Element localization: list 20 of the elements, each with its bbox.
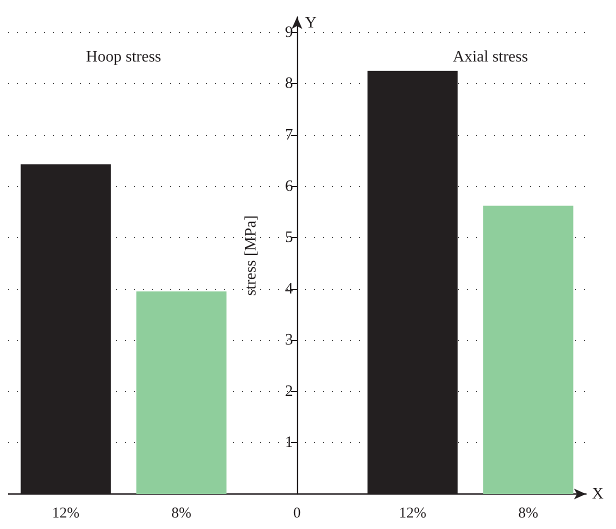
y-tick-label: 4 [285,280,293,298]
bar [483,206,574,494]
annotation: Axial stress [452,48,528,66]
x-tick-label: 0 [293,506,301,522]
y-tick-label: 8 [285,75,293,92]
y-tick-label: 9 [285,24,293,41]
x-tick-label: 12% [398,506,426,522]
y-tick-label: 2 [285,382,293,400]
y-tick-label: 6 [285,178,293,195]
x-tick-label: 12% [52,506,80,522]
annotation: Y [305,14,317,32]
y-tick-label: 3 [285,332,293,349]
annotation: Hoop stress [86,48,162,66]
x-tick-label: 8% [171,506,192,522]
x-tick-label: 8% [518,506,538,522]
y-axis-title: stress [MPa] [242,215,260,296]
x-axis-title: X [592,486,604,502]
y-tick-label: 1 [285,434,293,452]
y-tick-label: 7 [285,126,293,144]
bar [136,291,226,494]
